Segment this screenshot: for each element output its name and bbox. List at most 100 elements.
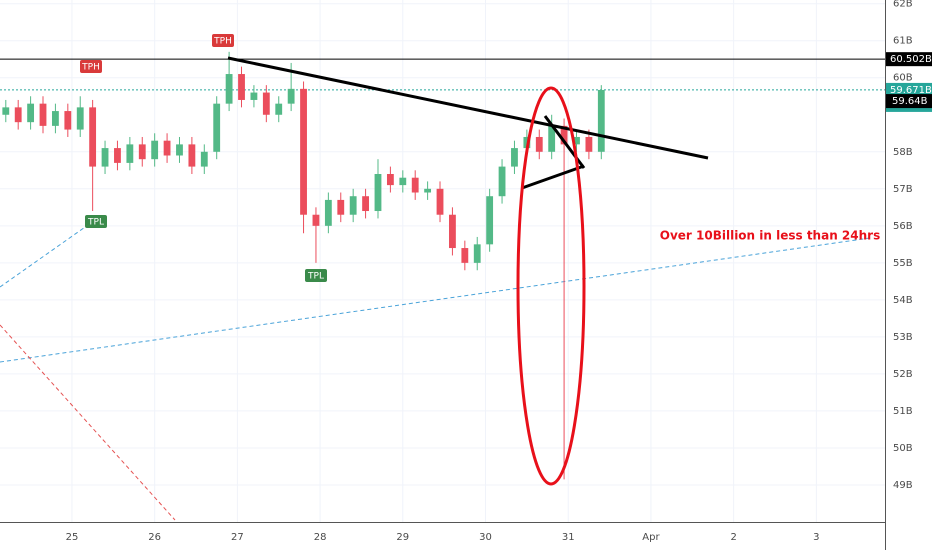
overlay: TPH TPH TPL TPL Over 10Billion in less t… — [80, 34, 880, 486]
dashed-trendline — [0, 324, 176, 521]
candle-body — [151, 140, 159, 160]
tag-box — [212, 34, 234, 47]
y-tick-label: 61B — [893, 36, 913, 47]
price-label-box — [886, 82, 932, 97]
y-tick-label: 53B — [893, 332, 913, 343]
candle-body — [362, 196, 369, 212]
candle-body — [411, 177, 419, 193]
candle-body — [287, 88, 295, 104]
y-tick-label: 49B — [893, 480, 913, 491]
y-tick-label: 60B — [893, 73, 913, 84]
drawings — [0, 58, 885, 521]
candle-body — [213, 103, 221, 152]
candle-body — [324, 199, 332, 226]
candle-body — [188, 144, 196, 167]
x-tick-label: 31 — [562, 532, 575, 543]
candle-body — [424, 188, 432, 193]
candle-body — [399, 177, 407, 186]
candle-body — [486, 196, 494, 245]
candle-body — [64, 111, 72, 130]
candle-body — [573, 136, 580, 145]
x-tick-label: 29 — [396, 532, 409, 543]
candle-body — [27, 103, 35, 123]
y-tick-label: 50B — [893, 443, 913, 454]
price-label: 59.671B — [890, 85, 932, 96]
time-axis-bg — [0, 522, 932, 550]
tag-box — [80, 60, 102, 73]
x-tick-label: 26 — [148, 532, 161, 543]
x-tick-label: 27 — [231, 532, 244, 543]
candle-body — [349, 196, 357, 215]
last-price-box — [886, 94, 932, 109]
axes: 49B 50B 51B 52B 53B 54B 55B 56B 57B 58B 60B 61B 62B 2… — [66, 0, 932, 543]
tpl-tag: TPL — [305, 269, 327, 282]
candle-body — [312, 214, 320, 226]
candle-body — [436, 188, 444, 215]
annotation-note: Over 10Billion in less than 24hrs — [660, 229, 880, 243]
candle-body — [337, 199, 345, 215]
candle-body — [163, 140, 171, 156]
last-price-label: 59.64B — [892, 96, 928, 107]
trendline — [227, 56, 709, 160]
candle-body — [262, 92, 270, 115]
candle-body — [597, 89, 605, 152]
candle-body — [225, 74, 233, 104]
tph-label: TPH — [213, 37, 232, 47]
x-tick-label: 28 — [314, 532, 327, 543]
candle-body — [386, 174, 394, 186]
candle-body — [250, 92, 258, 100]
price-label-box — [886, 52, 932, 67]
candle-body — [39, 103, 47, 126]
candle-body — [449, 214, 456, 249]
candle-body — [89, 107, 97, 167]
tph-tag: TPH — [212, 34, 234, 47]
dashed-trendline — [0, 224, 89, 288]
candle-body — [473, 244, 481, 263]
candle-body — [200, 151, 208, 167]
y-tick-label: 62B — [893, 0, 913, 10]
y-tick-label: 51B — [893, 406, 913, 417]
candle-body — [101, 148, 109, 167]
y-tick-label: 54B — [893, 295, 913, 306]
y-tick-label: 57B — [893, 184, 913, 195]
candle-body — [238, 74, 245, 100]
candle-body — [126, 144, 134, 163]
candle-body — [461, 248, 469, 263]
candle-body — [585, 136, 593, 152]
candle-body — [2, 107, 10, 115]
candle-body — [52, 111, 59, 126]
x-tick-label: 25 — [66, 532, 79, 543]
candle-body — [511, 148, 518, 167]
tph-label: TPH — [81, 63, 100, 73]
x-tick-label: Apr — [642, 532, 660, 543]
candle-body — [535, 136, 543, 152]
candle-body — [14, 107, 22, 123]
tag-box — [305, 269, 327, 282]
candle-body — [374, 174, 382, 212]
y-tick-label: 56B — [893, 221, 913, 232]
triangle-line — [521, 164, 585, 190]
tag-box — [85, 215, 107, 228]
tpl-label: TPL — [307, 272, 324, 282]
candle-body — [138, 144, 146, 160]
tpl-tag: TPL — [85, 215, 107, 228]
candle-body — [498, 166, 506, 197]
grid — [0, 0, 885, 522]
candle-body — [560, 125, 568, 145]
x-tick-label: 3 — [813, 532, 819, 543]
y-tick-label: 55B — [893, 258, 913, 269]
candle-body — [176, 144, 183, 156]
candle-body — [548, 125, 556, 152]
candles — [2, 51, 605, 480]
candle-body — [114, 148, 121, 163]
candle-body — [275, 103, 283, 115]
candle-body — [300, 88, 307, 215]
y-tick-label: 52B — [893, 369, 913, 380]
highlight-ellipse — [516, 86, 586, 486]
price-label: 60.502B — [890, 54, 932, 65]
x-tick-label: 2 — [730, 532, 736, 543]
tpl-label: TPL — [87, 218, 104, 228]
tph-tag: TPH — [80, 60, 102, 73]
